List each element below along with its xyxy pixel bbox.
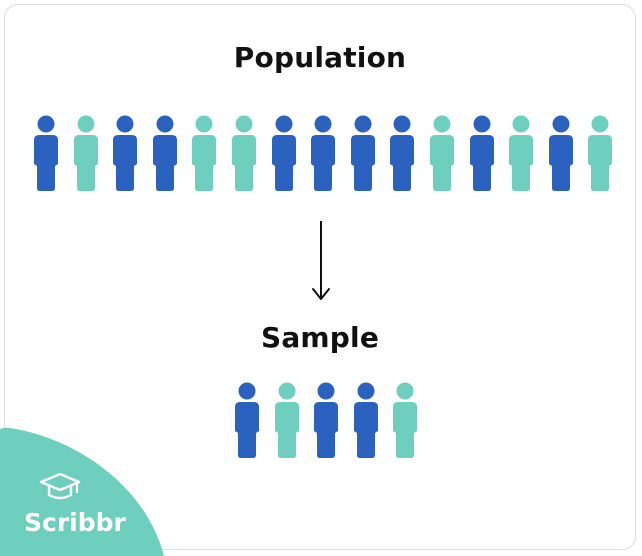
population-row — [5, 115, 635, 195]
person-icon — [312, 382, 340, 462]
person-icon — [391, 382, 419, 462]
person-icon — [72, 115, 100, 195]
person-icon — [233, 382, 261, 462]
graduation-cap-icon — [39, 472, 81, 500]
person-icon — [32, 115, 60, 195]
person-icon — [230, 115, 258, 195]
sample-title: Sample — [260, 321, 380, 354]
arrow-down-icon — [312, 221, 330, 300]
diagram-card: Population Sample — [4, 4, 636, 550]
person-icon — [352, 382, 380, 462]
brand-name: Scribbr — [24, 508, 126, 537]
person-icon — [507, 115, 535, 195]
person-icon — [151, 115, 179, 195]
person-icon — [468, 115, 496, 195]
person-icon — [309, 115, 337, 195]
population-title: Population — [233, 41, 407, 74]
person-icon — [428, 115, 456, 195]
person-icon — [190, 115, 218, 195]
person-icon — [273, 382, 301, 462]
person-icon — [388, 115, 416, 195]
person-icon — [270, 115, 298, 195]
brand-blob — [0, 427, 164, 556]
person-icon — [111, 115, 139, 195]
person-icon — [547, 115, 575, 195]
person-icon — [349, 115, 377, 195]
brand-badge: Scribbr — [0, 426, 166, 556]
sample-row — [5, 382, 635, 462]
person-icon — [586, 115, 614, 195]
